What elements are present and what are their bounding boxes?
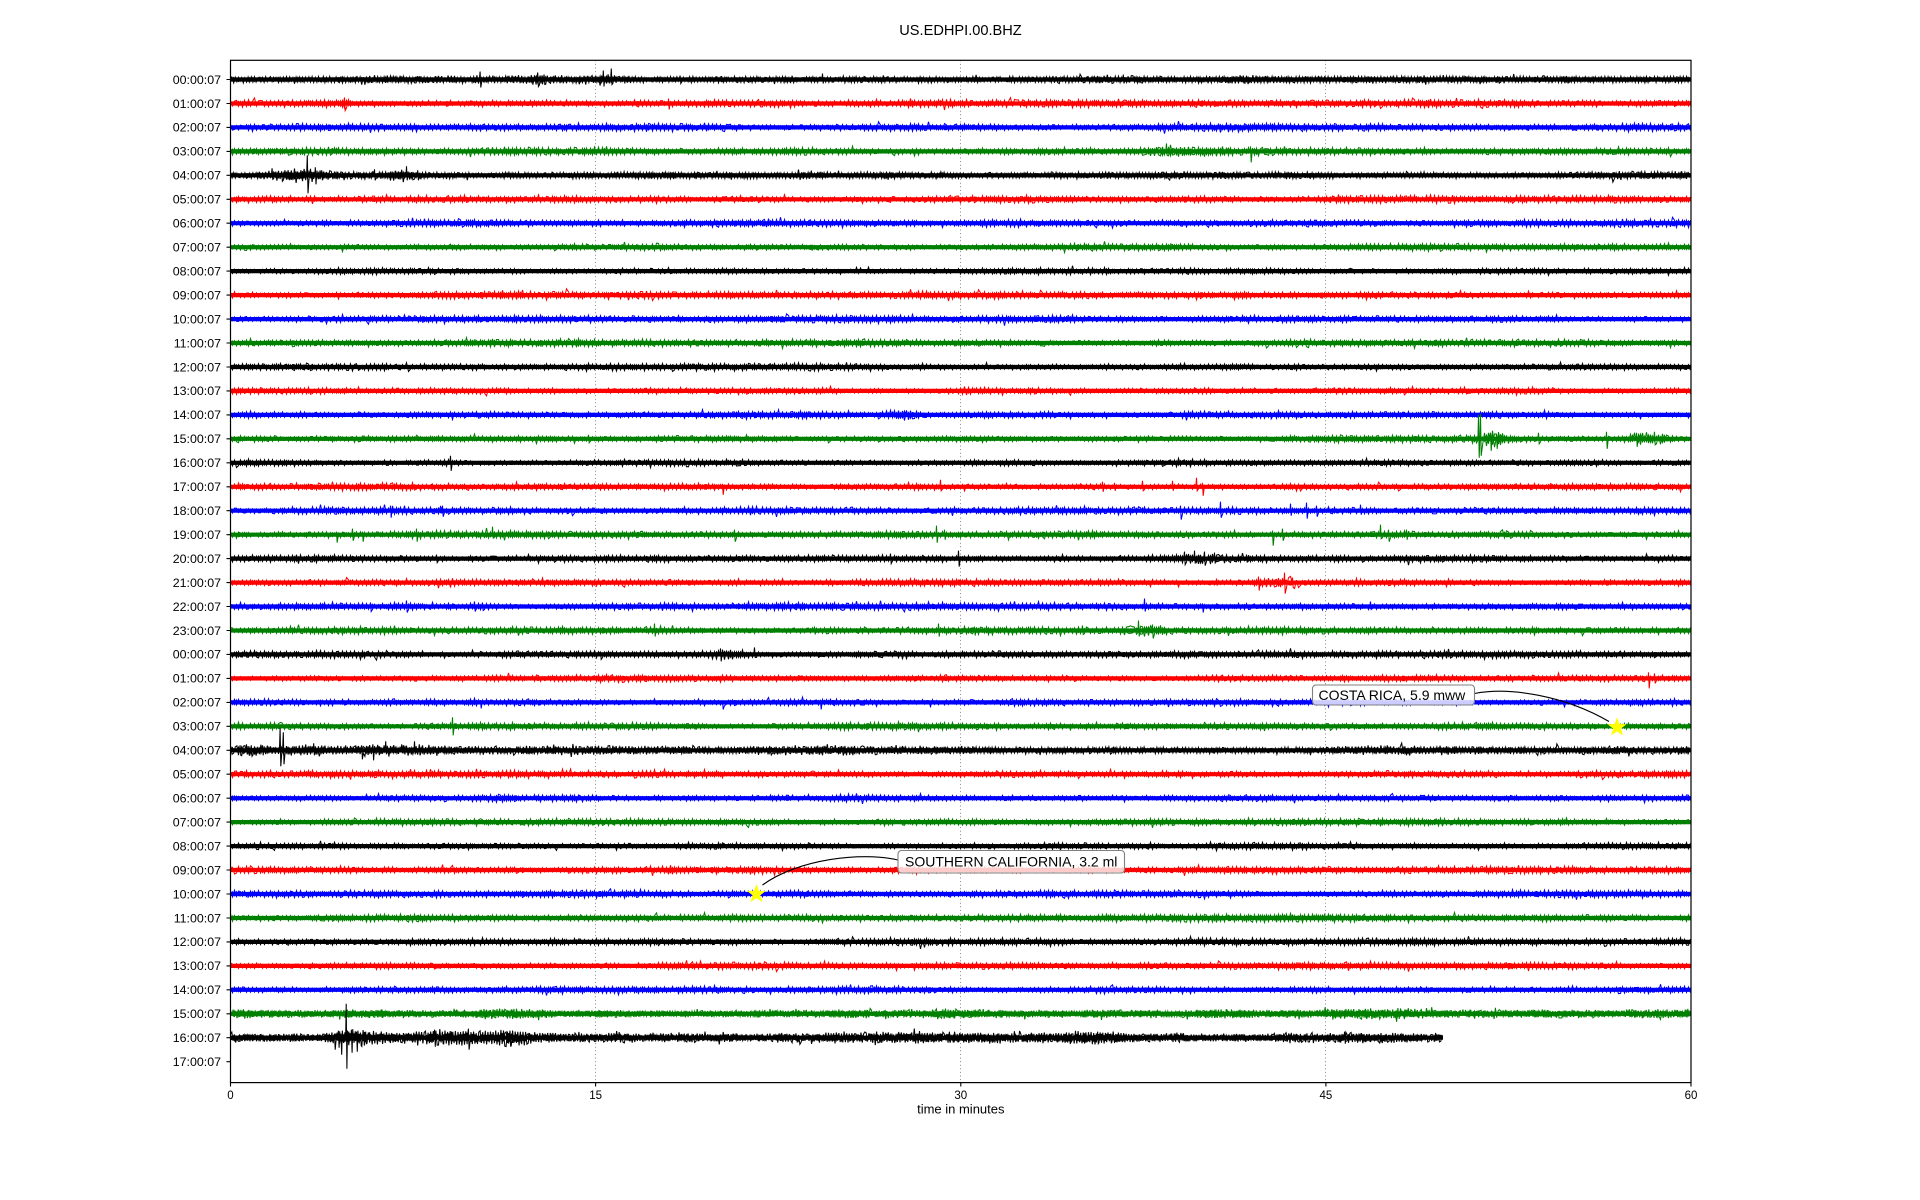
svg-text:07:00:07: 07:00:07 <box>173 241 221 255</box>
svg-text:15:00:07: 15:00:07 <box>173 432 221 446</box>
svg-text:01:00:07: 01:00:07 <box>173 97 221 111</box>
svg-text:00:00:07: 00:00:07 <box>173 73 221 87</box>
svg-text:07:00:07: 07:00:07 <box>173 815 221 829</box>
svg-text:10:00:07: 10:00:07 <box>173 312 221 326</box>
svg-text:11:00:07: 11:00:07 <box>174 336 221 350</box>
svg-text:00:00:07: 00:00:07 <box>173 648 221 662</box>
svg-text:09:00:07: 09:00:07 <box>173 288 221 302</box>
svg-text:SOUTHERN CALIFORNIA, 3.2 ml: SOUTHERN CALIFORNIA, 3.2 ml <box>905 854 1117 870</box>
svg-text:0: 0 <box>227 1090 233 1102</box>
svg-text:time in minutes: time in minutes <box>917 1102 1005 1117</box>
svg-text:16:00:07: 16:00:07 <box>173 1031 221 1045</box>
svg-text:06:00:07: 06:00:07 <box>173 792 221 806</box>
svg-text:10:00:07: 10:00:07 <box>173 887 221 901</box>
svg-text:60: 60 <box>1685 1090 1698 1102</box>
svg-text:19:00:07: 19:00:07 <box>173 528 221 542</box>
svg-text:30: 30 <box>954 1090 967 1102</box>
svg-text:03:00:07: 03:00:07 <box>173 145 221 159</box>
svg-text:17:00:07: 17:00:07 <box>173 480 221 494</box>
svg-text:05:00:07: 05:00:07 <box>173 193 221 207</box>
svg-text:23:00:07: 23:00:07 <box>173 624 221 638</box>
svg-text:12:00:07: 12:00:07 <box>173 360 221 374</box>
svg-text:21:00:07: 21:00:07 <box>173 576 221 590</box>
svg-text:15:00:07: 15:00:07 <box>173 1007 221 1021</box>
svg-text:08:00:07: 08:00:07 <box>173 264 221 278</box>
svg-text:13:00:07: 13:00:07 <box>173 959 221 973</box>
svg-text:18:00:07: 18:00:07 <box>173 504 221 518</box>
svg-text:14:00:07: 14:00:07 <box>173 408 221 422</box>
svg-text:02:00:07: 02:00:07 <box>173 696 221 710</box>
svg-text:16:00:07: 16:00:07 <box>173 456 221 470</box>
svg-text:13:00:07: 13:00:07 <box>173 384 221 398</box>
svg-text:12:00:07: 12:00:07 <box>173 935 221 949</box>
svg-text:02:00:07: 02:00:07 <box>173 121 221 135</box>
svg-text:15: 15 <box>589 1090 602 1102</box>
svg-text:US.EDHPI.00.BHZ: US.EDHPI.00.BHZ <box>899 23 1022 39</box>
svg-text:03:00:07: 03:00:07 <box>173 720 221 734</box>
svg-text:17:00:07: 17:00:07 <box>173 1055 221 1069</box>
svg-text:14:00:07: 14:00:07 <box>173 983 221 997</box>
svg-text:COSTA RICA, 5.9 mww: COSTA RICA, 5.9 mww <box>1319 687 1467 703</box>
svg-text:08:00:07: 08:00:07 <box>173 839 221 853</box>
svg-text:06:00:07: 06:00:07 <box>173 217 221 231</box>
svg-text:04:00:07: 04:00:07 <box>173 169 221 183</box>
svg-text:20:00:07: 20:00:07 <box>173 552 221 566</box>
svg-text:22:00:07: 22:00:07 <box>173 600 221 614</box>
svg-text:05:00:07: 05:00:07 <box>173 768 221 782</box>
svg-text:01:00:07: 01:00:07 <box>173 672 221 686</box>
svg-text:11:00:07: 11:00:07 <box>174 911 221 925</box>
svg-text:09:00:07: 09:00:07 <box>173 863 221 877</box>
svg-text:45: 45 <box>1320 1090 1333 1102</box>
svg-text:04:00:07: 04:00:07 <box>173 744 221 758</box>
